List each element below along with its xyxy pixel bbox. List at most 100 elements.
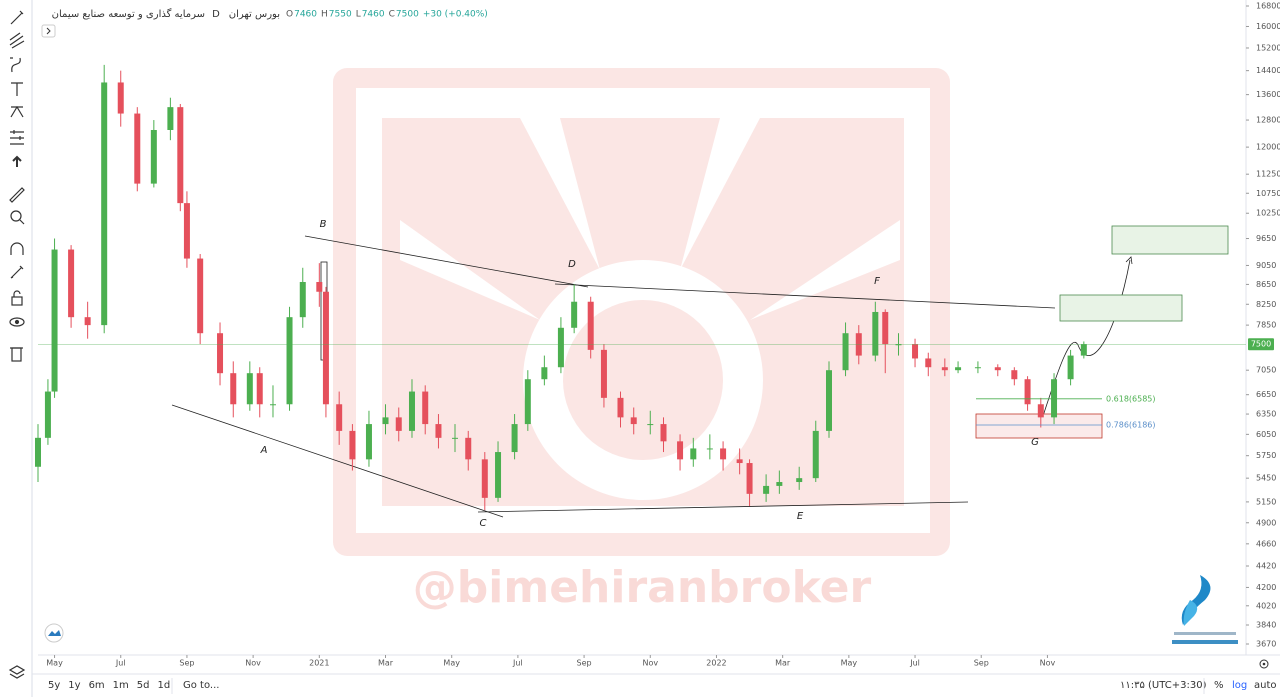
x-tick-label: Jul bbox=[909, 659, 920, 668]
candle-body bbox=[677, 441, 684, 460]
candle-body bbox=[269, 404, 276, 406]
y-tick-label: 10250 bbox=[1256, 209, 1280, 218]
tool-eye[interactable] bbox=[9, 317, 25, 327]
tool-arrow[interactable] bbox=[12, 155, 22, 167]
auto-toggle[interactable]: auto bbox=[1254, 680, 1277, 691]
candle-body bbox=[167, 107, 174, 130]
tool-draw-lock[interactable] bbox=[10, 265, 24, 279]
x-tick-label: May bbox=[443, 659, 460, 668]
y-tick-label: 9650 bbox=[1256, 234, 1276, 243]
goto-button[interactable]: Go to... bbox=[183, 680, 219, 691]
candle-body bbox=[183, 203, 190, 259]
wave-label: E bbox=[797, 511, 804, 522]
candle-body bbox=[736, 459, 743, 464]
tool-magnet[interactable] bbox=[10, 242, 24, 255]
candle-body bbox=[1051, 379, 1058, 418]
y-tick-label: 7850 bbox=[1256, 321, 1276, 330]
tool-prediction[interactable] bbox=[10, 130, 24, 145]
x-tick-label: Mar bbox=[775, 659, 791, 668]
x-tick-label: Jul bbox=[512, 659, 523, 668]
range-button[interactable]: 1m bbox=[113, 680, 129, 691]
wave-label: B bbox=[320, 219, 327, 230]
tool-pattern[interactable] bbox=[10, 105, 24, 118]
candle-body bbox=[365, 424, 372, 460]
candle-body bbox=[511, 424, 518, 453]
range-button[interactable]: 5d bbox=[137, 680, 150, 691]
candle-body bbox=[382, 417, 389, 425]
candle-body bbox=[895, 344, 902, 346]
y-tick-label: 14400 bbox=[1256, 66, 1280, 75]
collapse-button[interactable] bbox=[41, 24, 56, 38]
watermark-text: @bimehiranbroker bbox=[413, 562, 872, 613]
candle-body bbox=[812, 430, 819, 479]
x-tick-label: Jul bbox=[115, 659, 126, 668]
trend-line bbox=[477, 501, 969, 513]
ohlc-value: 7500 bbox=[396, 10, 419, 20]
watermark-logo bbox=[333, 68, 950, 556]
candle-body bbox=[557, 327, 564, 368]
y-tick-label: 7050 bbox=[1256, 366, 1276, 375]
broker-logo bbox=[1172, 575, 1238, 644]
candle-body bbox=[117, 82, 124, 114]
y-tick-label: 4900 bbox=[1256, 518, 1276, 527]
candle-body bbox=[246, 373, 253, 405]
candle-body bbox=[955, 367, 962, 371]
tool-brush[interactable] bbox=[10, 57, 21, 73]
tool-layers[interactable] bbox=[8, 665, 26, 679]
candle-body bbox=[422, 391, 429, 425]
candle-body bbox=[571, 301, 578, 328]
candle-body bbox=[1080, 344, 1087, 356]
candle-body bbox=[256, 373, 263, 405]
tool-ruler[interactable] bbox=[9, 187, 25, 203]
x-tick-label: Sep bbox=[179, 659, 194, 668]
tool-lock[interactable] bbox=[11, 296, 23, 306]
candle-body bbox=[35, 437, 41, 467]
last-price-label: 7500 bbox=[1251, 340, 1271, 349]
price-change: +30 (+0.40%) bbox=[423, 10, 488, 20]
projection-arrow bbox=[1125, 256, 1133, 265]
tool-fib[interactable] bbox=[9, 32, 25, 49]
percent-toggle[interactable]: % bbox=[1214, 680, 1224, 691]
x-tick-label: 2022 bbox=[706, 659, 726, 668]
x-tick-label: May bbox=[46, 659, 63, 668]
ohlc-key: O bbox=[286, 10, 293, 20]
y-tick-label: 9050 bbox=[1256, 261, 1276, 270]
tool-text[interactable] bbox=[11, 82, 23, 96]
candles bbox=[35, 64, 1087, 511]
candle-body bbox=[974, 367, 981, 369]
range-button[interactable]: 5y bbox=[48, 680, 60, 691]
candle-body bbox=[349, 430, 356, 460]
y-tick-label: 15200 bbox=[1256, 43, 1280, 52]
candle-body bbox=[617, 397, 624, 418]
candle-body bbox=[230, 373, 237, 405]
range-buttons: 5y 1y 6m 1m 5d 1d bbox=[48, 680, 170, 691]
y-tick-label: 11250 bbox=[1256, 170, 1280, 179]
candle-body bbox=[541, 367, 548, 380]
range-button[interactable]: 1d bbox=[158, 680, 171, 691]
log-toggle[interactable]: log bbox=[1232, 680, 1247, 691]
range-button[interactable]: 1y bbox=[68, 680, 80, 691]
y-tick-label: 6650 bbox=[1256, 390, 1276, 399]
candle-body bbox=[1024, 379, 1031, 405]
candle-body bbox=[481, 459, 488, 498]
candle-body bbox=[408, 391, 415, 431]
y-tick-label: 12800 bbox=[1256, 116, 1280, 125]
tool-cursor-line[interactable] bbox=[10, 10, 24, 25]
y-tick-label: 8650 bbox=[1256, 280, 1276, 289]
candle-body bbox=[912, 344, 919, 359]
candle-body bbox=[84, 317, 91, 326]
candle-body bbox=[776, 482, 783, 486]
settings-button[interactable] bbox=[1259, 659, 1269, 669]
candle-body bbox=[524, 379, 531, 425]
candle-body bbox=[465, 437, 472, 460]
tool-zoom[interactable] bbox=[10, 210, 22, 222]
candle-body bbox=[925, 358, 932, 368]
candle-body bbox=[495, 452, 502, 498]
candle-body bbox=[720, 448, 727, 460]
range-button[interactable]: 6m bbox=[89, 680, 105, 691]
interval: D bbox=[212, 9, 220, 20]
target-box bbox=[1059, 294, 1183, 322]
trend-line bbox=[171, 404, 504, 518]
ohlc-key: L bbox=[356, 10, 361, 20]
support-box bbox=[975, 413, 1103, 439]
